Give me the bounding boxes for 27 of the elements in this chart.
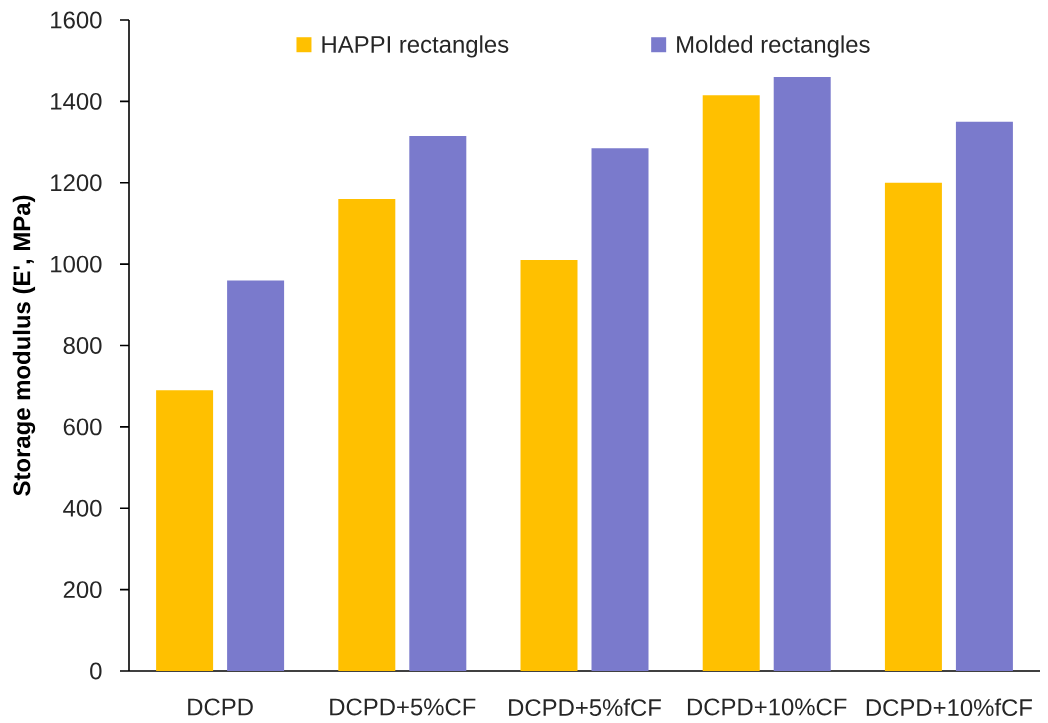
x-tick-label: DCPD (188, 698, 253, 716)
y-tick-label: 200 (63, 581, 102, 599)
x-tick-label: DCPD+5%fCF (509, 698, 661, 717)
y-tick-label: 1400 (51, 92, 102, 110)
y-tick-label: 0 (90, 662, 102, 680)
bar (338, 199, 396, 671)
bar (591, 148, 649, 671)
bar (884, 182, 942, 671)
x-tick-label: DCPD+10%CF (687, 698, 847, 716)
bar (773, 76, 831, 671)
y-tick-label: 1200 (51, 174, 102, 192)
y-tick-label: 1000 (51, 255, 102, 273)
legend-label: Molded rectangles (677, 35, 870, 58)
bar (520, 260, 578, 671)
y-tick-label: 600 (63, 418, 102, 436)
bar (227, 280, 285, 671)
x-tick-label: DCPD+5%CF (330, 698, 476, 716)
y-tick-label: 400 (63, 499, 102, 517)
y-tick-label: 800 (63, 337, 102, 354)
y-axis-title: Storage modulus (E', MPa) (12, 195, 36, 496)
bar (702, 95, 760, 671)
x-tick-label: DCPD+10%fCF (866, 698, 1032, 717)
legend-label: HAPPI rectangles (322, 35, 509, 58)
bar (409, 135, 467, 671)
bar (156, 390, 214, 671)
y-tick-label: 1600 (51, 11, 102, 29)
bar (955, 121, 1013, 671)
